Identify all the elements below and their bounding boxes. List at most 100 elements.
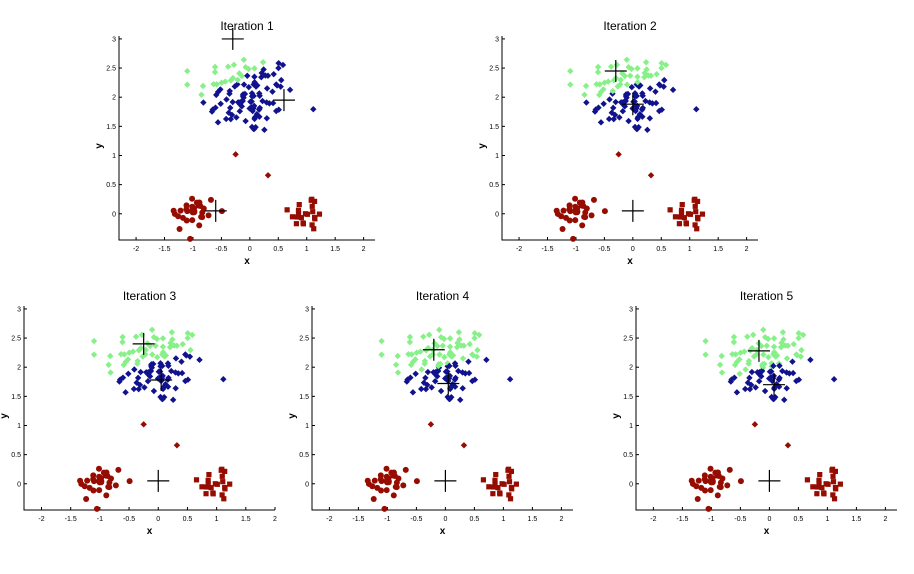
cluster-dark-point <box>755 378 763 385</box>
cluster-red-circle-point <box>393 479 400 486</box>
cluster-dark-point <box>444 393 451 401</box>
cluster-red-square-point <box>832 468 839 474</box>
x-tick-label: 0.5 <box>183 516 193 523</box>
cluster-light-point <box>760 326 767 333</box>
x-tick-label: 2 <box>745 246 749 253</box>
cluster-dark-point <box>145 369 152 376</box>
cluster-red-square-point <box>667 207 673 213</box>
cluster-light-point <box>601 79 608 86</box>
cluster-dark-point <box>445 395 453 403</box>
cluster-red-square-point <box>312 216 318 222</box>
cluster-red-square-point <box>296 201 302 208</box>
cluster-dark-point <box>217 100 224 107</box>
cluster-red-square-point <box>683 220 689 226</box>
cluster-light-point <box>378 351 385 358</box>
cluster-dark-point <box>249 107 256 115</box>
cluster-dark-point <box>783 385 790 392</box>
cluster-light-point <box>189 331 196 339</box>
cluster-red-square-point <box>219 492 225 498</box>
cluster-red-square-point <box>694 198 701 204</box>
cluster-red-circle-point <box>176 225 183 232</box>
chart-title: Iteration 3 <box>123 289 177 303</box>
cluster-light-point <box>149 351 156 358</box>
cluster-red-square-point <box>692 196 698 202</box>
cluster-red-circle-point <box>90 476 97 483</box>
cluster-red-circle-point <box>106 484 113 491</box>
cluster-light-point <box>224 63 232 70</box>
cluster-dark-point <box>432 369 439 376</box>
cluster-light-point <box>153 335 161 343</box>
centroid-marker <box>221 27 244 50</box>
cluster-dark-point <box>263 99 270 106</box>
cluster-light-point <box>222 78 229 85</box>
cluster-dark-point <box>233 114 240 121</box>
cluster-light-point <box>129 348 137 355</box>
y-axis-label: y <box>477 143 488 149</box>
cluster-dark-point <box>172 385 179 392</box>
cluster-light-point <box>184 329 191 337</box>
cluster-red-square-point <box>507 496 514 502</box>
cluster-light-point <box>643 66 650 73</box>
cluster-dark-point <box>119 374 127 381</box>
cluster-light-point <box>466 340 473 348</box>
cluster-dark-point <box>213 91 220 99</box>
y-tick-label: 3 <box>495 36 499 43</box>
cluster-red-square-point <box>199 484 205 490</box>
cluster-dark-point <box>431 378 439 385</box>
cluster-light-point <box>436 326 443 333</box>
cluster-red-circle-point <box>570 235 577 242</box>
cluster-light-point <box>460 342 468 349</box>
cluster-red-circle-point <box>381 505 388 512</box>
cluster-red-circle-point <box>205 212 212 219</box>
y-tick-label: 1.5 <box>106 124 116 131</box>
cluster-red-square-point <box>508 468 515 474</box>
cluster-light-point <box>744 333 751 340</box>
cluster-red-square-point <box>204 484 210 490</box>
cluster-dark-point <box>445 375 453 382</box>
cluster-dark-point <box>597 119 605 126</box>
cluster-red-circle-point <box>378 487 385 494</box>
cluster-light-point <box>135 347 143 354</box>
cluster-light-point <box>439 342 446 350</box>
y-tick-label: 2 <box>629 365 633 372</box>
cluster-red-square-point <box>221 496 227 502</box>
cluster-light-point <box>456 336 463 343</box>
cluster-dark-point <box>222 115 230 123</box>
cluster-dark-point <box>781 396 788 404</box>
y-tick-label: 0 <box>112 211 116 218</box>
cluster-light-point <box>435 362 442 370</box>
cluster-light-point <box>770 343 778 350</box>
cluster-red-square-point <box>695 216 701 222</box>
cluster-red-circle-point <box>187 235 194 242</box>
cluster-dark-point <box>240 81 248 88</box>
scatter-plot-3: Iteration 3 -2 -1.5 -1 -0.5 0 0.5 1 1.5 2 0 0.5 1 1.5… <box>0 289 277 537</box>
cluster-dark-point <box>251 79 258 86</box>
cluster-light-point <box>162 352 170 359</box>
cluster-light-point <box>702 351 709 358</box>
cluster-red-circle-point <box>413 478 420 485</box>
cluster-red-circle-point <box>83 495 90 502</box>
cluster-dark-point <box>125 370 132 377</box>
x-tick-label: 1 <box>501 516 505 523</box>
cluster-dark-point <box>196 356 203 364</box>
cluster-dark-point <box>661 76 668 84</box>
cluster-red-circle-point <box>572 217 579 224</box>
cluster-light-point <box>378 337 385 345</box>
cluster-red-square-point <box>219 466 225 472</box>
cluster-light-point <box>446 335 454 342</box>
cluster-light-point <box>741 348 748 355</box>
cluster-light-point <box>417 348 424 355</box>
cluster-light-point <box>242 63 249 71</box>
cluster-red-square-point <box>210 490 216 496</box>
cluster-red-circle-point <box>566 206 573 213</box>
cluster-light-point <box>90 337 98 345</box>
cluster-light-point <box>742 366 749 373</box>
cluster-dark-point <box>214 119 222 126</box>
cluster-red-square-point <box>284 207 290 213</box>
cluster-light-point <box>259 59 267 66</box>
cluster-light-point <box>199 82 207 90</box>
centroid-marker <box>272 89 295 112</box>
cluster-light-point <box>605 78 612 85</box>
cluster-light-point <box>716 361 724 368</box>
cluster-dark-point <box>137 368 144 376</box>
